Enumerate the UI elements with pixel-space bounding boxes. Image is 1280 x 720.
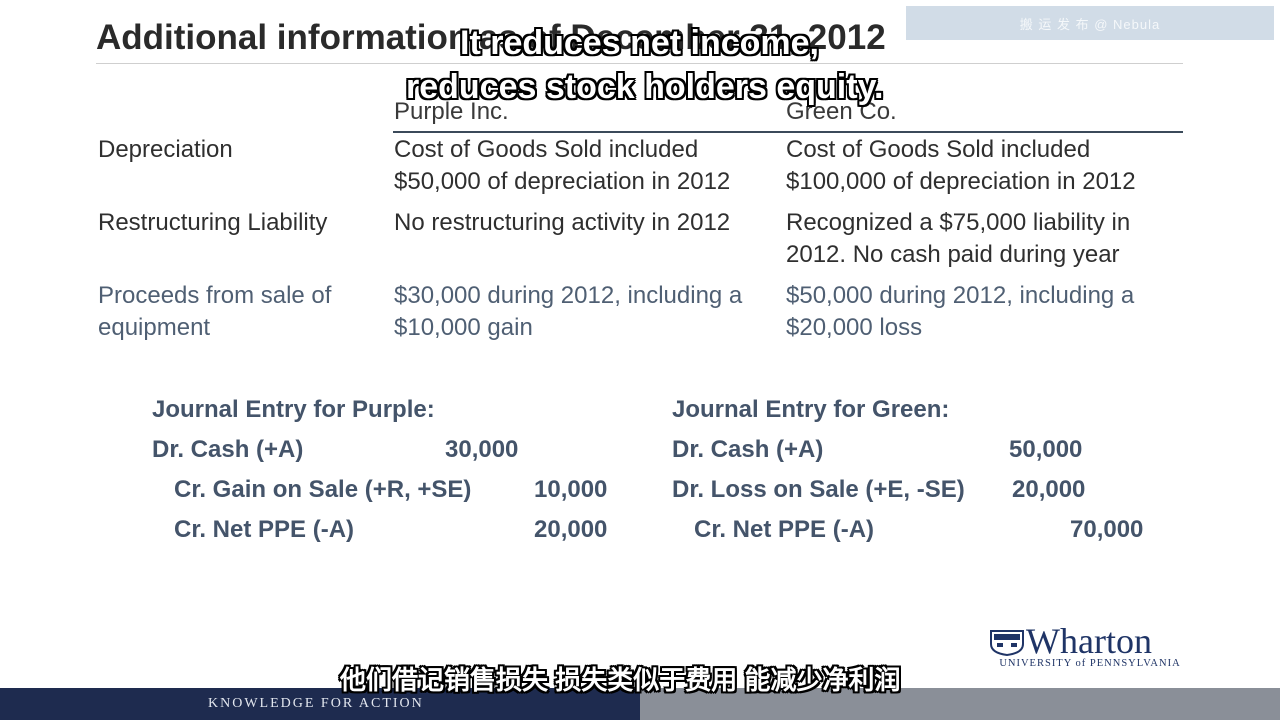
depreciation-purple-line2: $50,000 of depreciation in 2012 xyxy=(394,168,731,195)
shield-icon xyxy=(990,630,1024,656)
watermark-banner: 搬 运 发 布 @ Nebula xyxy=(906,6,1274,40)
column-header-green: Green Co. xyxy=(786,98,897,125)
depreciation-green-line1: Cost of Goods Sold included xyxy=(786,136,1091,163)
subtitle-english-line2: reduces stock holders equity. xyxy=(406,68,884,106)
row-label-depreciation: Depreciation xyxy=(98,136,233,163)
row-label-restructuring: Restructuring Liability xyxy=(98,209,328,236)
depreciation-green-line2: $100,000 of depreciation in 2012 xyxy=(786,168,1136,195)
column-header-purple: Purple Inc. xyxy=(394,98,509,125)
proceeds-green-line1: $50,000 during 2012, including a xyxy=(786,282,1135,309)
proceeds-green-line2: $20,000 loss xyxy=(786,314,923,341)
journal-purple-amount: 10,000 xyxy=(534,476,608,503)
journal-green-account: Dr. Loss on Sale (+E, -SE) xyxy=(672,476,965,503)
slide-title: Additional information as of December 31… xyxy=(96,18,886,57)
footer-tagline: KNOWLEDGE FOR ACTION xyxy=(208,696,424,711)
journal-green-title: Journal Entry for Green: xyxy=(672,396,950,423)
proceeds-purple-line2: $10,000 gain xyxy=(394,314,533,341)
row-label-proceeds-line2: equipment xyxy=(98,314,211,341)
logo-subtitle: UNIVERSITY of PENNSYLVANIA xyxy=(999,658,1181,669)
journal-green-account: Cr. Net PPE (-A) xyxy=(694,516,875,543)
footer-bar-right xyxy=(640,688,1280,720)
journal-purple-title: Journal Entry for Purple: xyxy=(152,396,435,423)
logo-wordmark: Wharton xyxy=(1026,621,1152,661)
journal-green-account: Dr. Cash (+A) xyxy=(672,436,824,463)
footer-bar: KNOWLEDGE FOR ACTION xyxy=(0,688,640,720)
header-divider xyxy=(393,131,1183,133)
proceeds-purple-line1: $30,000 during 2012, including a xyxy=(394,282,743,309)
restructuring-green-line2: 2012. No cash paid during year xyxy=(786,241,1120,268)
row-label-proceeds-line1: Proceeds from sale of xyxy=(98,282,332,309)
restructuring-purple-line1: No restructuring activity in 2012 xyxy=(394,209,731,236)
journal-purple-account: Dr. Cash (+A) xyxy=(152,436,304,463)
journal-green-amount: 50,000 xyxy=(1009,436,1083,463)
journal-purple-amount: 30,000 xyxy=(445,436,519,463)
journal-purple-amount: 20,000 xyxy=(534,516,608,543)
journal-green-amount: 20,000 xyxy=(1012,476,1086,503)
journal-purple-account: Cr. Net PPE (-A) xyxy=(174,516,355,543)
subtitle-english-line1: It reduces net income, xyxy=(460,24,819,62)
restructuring-green-line1: Recognized a $75,000 liability in xyxy=(786,209,1131,236)
subtitle-chinese: 他们借记销售损失 损失类似于费用 能减少净利润 xyxy=(340,665,901,695)
wharton-logo: Wharton UNIVERSITY of PENNSYLVANIA xyxy=(990,621,1190,672)
journal-green-amount: 70,000 xyxy=(1070,516,1144,543)
title-divider xyxy=(96,63,1183,64)
journal-purple-account: Cr. Gain on Sale (+R, +SE) xyxy=(174,476,472,503)
depreciation-purple-line1: Cost of Goods Sold included xyxy=(394,136,699,163)
